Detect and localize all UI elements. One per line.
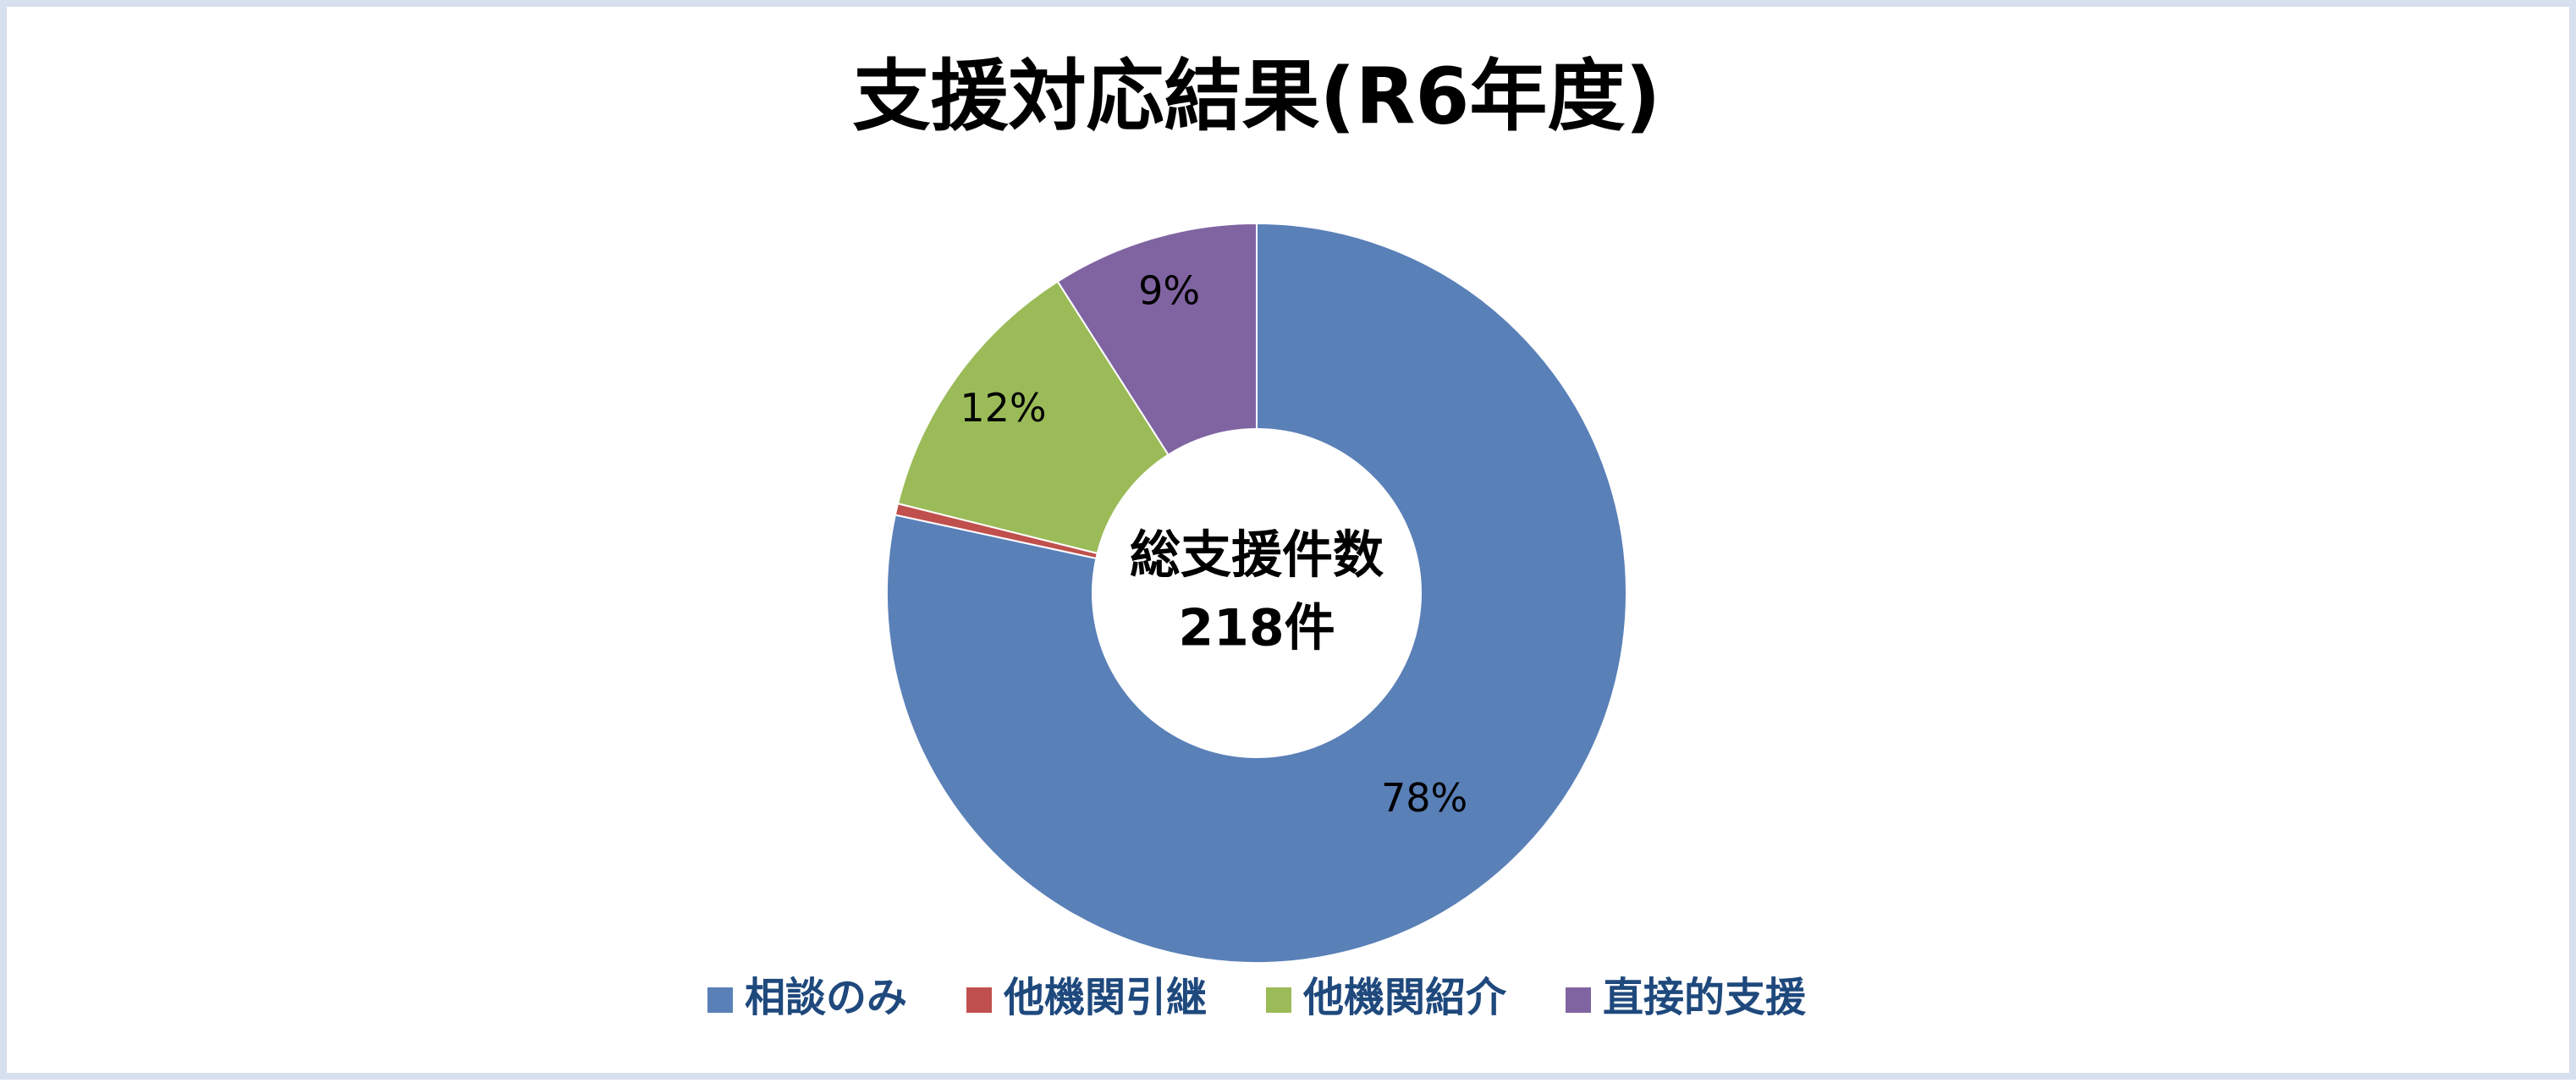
legend-swatch: [1266, 987, 1291, 1013]
donut-slice: [1056, 222, 1258, 456]
legend-swatch: [1566, 987, 1592, 1013]
center-label: 総支援件数: [1130, 526, 1384, 585]
donut-slice: [886, 222, 1627, 964]
value-label: 78%: [1381, 775, 1467, 821]
value-label: 9%: [1138, 267, 1200, 313]
chart-title: 支援対応結果(R6年度): [853, 51, 1661, 141]
legend-label: 他機関紹介: [1302, 974, 1507, 1021]
legend-swatch: [707, 987, 733, 1013]
value-label: 12%: [960, 385, 1046, 431]
legend-swatch: [966, 987, 992, 1013]
legend-label: 他機関引継: [1003, 974, 1207, 1021]
legend-label: 直接的支援: [1603, 974, 1807, 1021]
legend-label: 相談のみ: [745, 974, 907, 1021]
center-label: 218件: [1178, 599, 1335, 658]
